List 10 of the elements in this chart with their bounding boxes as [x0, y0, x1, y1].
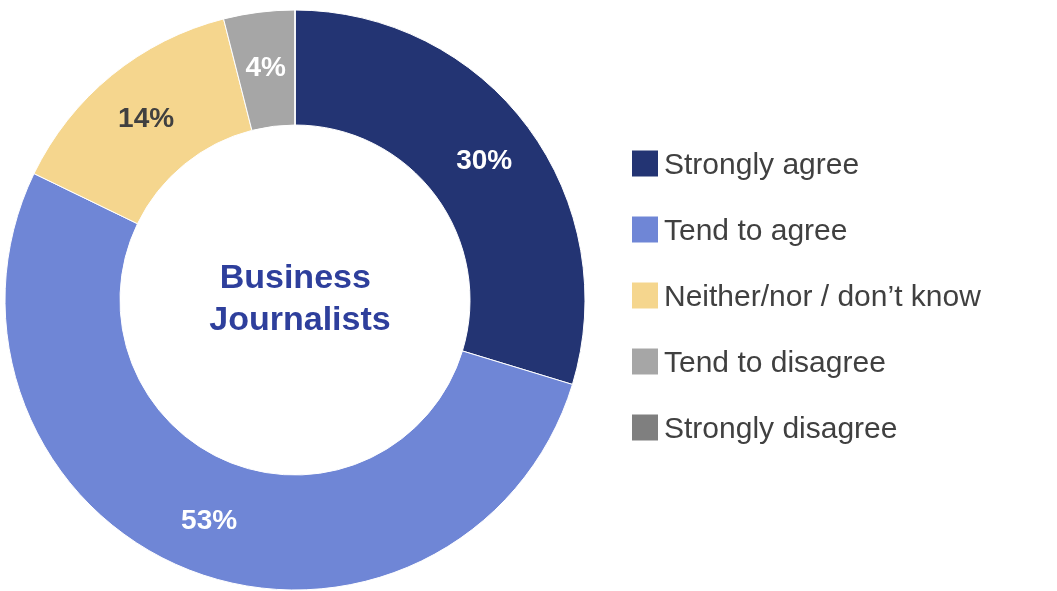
legend-label: Tend to agree	[664, 213, 848, 246]
data-label: 14%	[118, 102, 175, 134]
data-label: 4%	[245, 50, 287, 82]
legend-label: Tend to disagree	[664, 345, 886, 378]
legend-label: Strongly disagree	[664, 411, 898, 444]
data-label: 30%	[456, 144, 513, 176]
data-label: 53%	[181, 503, 238, 535]
text: Business Journalists	[209, 257, 391, 337]
legend-label: Neither/nor / don’t know	[664, 279, 982, 312]
legend-label: Strongly agree	[664, 147, 860, 180]
